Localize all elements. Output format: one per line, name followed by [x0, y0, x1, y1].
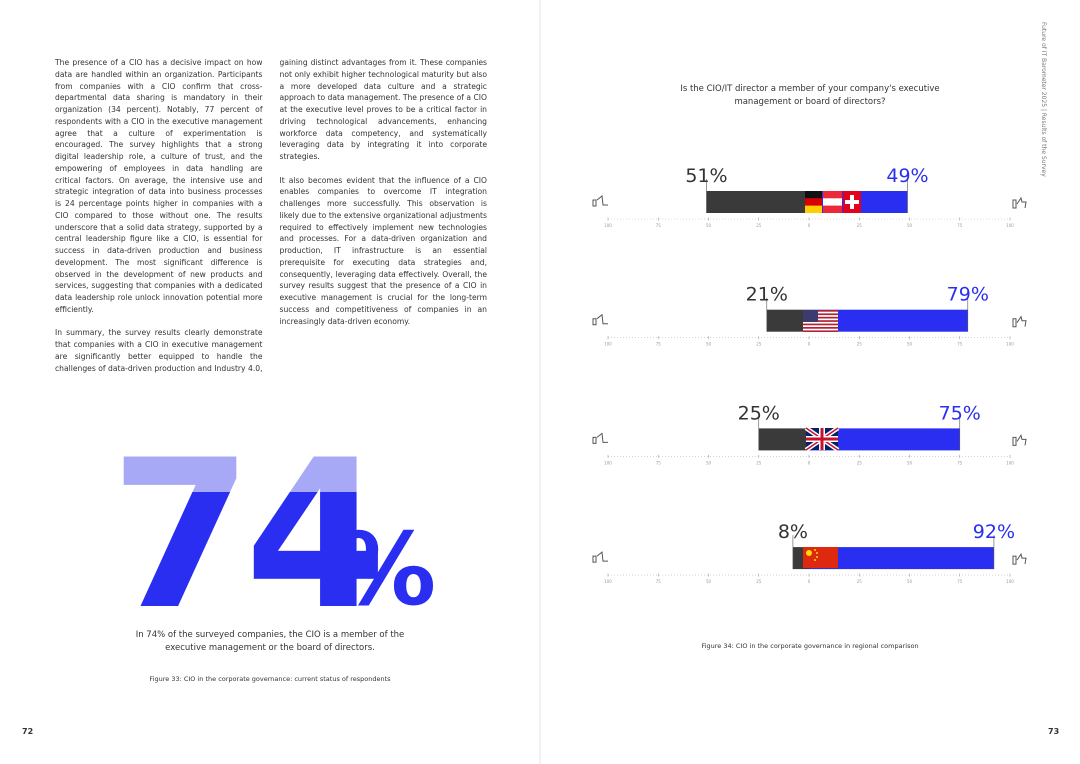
page-number: 72 — [22, 727, 34, 736]
yes-icon — [1012, 315, 1027, 328]
paragraph: In summary, the survey results clearly d… — [55, 58, 487, 373]
flag-uk — [804, 426, 840, 452]
no-icon — [592, 551, 608, 563]
tick-label: 50 — [907, 342, 913, 347]
tick-label: 100 — [604, 342, 612, 347]
value-label: 21% — [746, 284, 788, 306]
value-label: 49% — [886, 165, 928, 187]
no-icon — [592, 432, 608, 444]
flags — [803, 191, 861, 568]
tick-label: 100 — [604, 460, 612, 465]
caption: In 74% of the surveyed companies, the CI… — [135, 630, 405, 653]
tick-label: 25 — [857, 579, 863, 584]
figure-caption: Figure 33: CIO in the corporate governan… — [149, 675, 391, 683]
yes-icon — [1012, 196, 1027, 209]
big-unit: % — [336, 511, 436, 628]
tick-label: 50 — [907, 223, 913, 228]
value-label: 92% — [973, 521, 1015, 543]
flag-ch — [843, 191, 861, 213]
tick-label: 50 — [907, 460, 913, 465]
tick-label: 100 — [604, 223, 612, 228]
page-number: 73 — [1048, 727, 1060, 736]
tick-label: 25 — [857, 223, 863, 228]
tick-label: 100 — [1006, 460, 1014, 465]
flag-de — [805, 191, 822, 213]
tick-label: 75 — [957, 342, 963, 347]
flag-us — [803, 310, 838, 332]
flag-cn — [803, 547, 838, 568]
value-label: 25% — [738, 402, 780, 424]
running-head: Future of IT Barometer 2025 | Results of… — [1040, 22, 1047, 177]
yes-icon — [1012, 434, 1027, 446]
tick-label: 25 — [756, 223, 762, 228]
bar — [809, 428, 960, 451]
paragraph: It also becomes evident that the influen… — [279, 175, 488, 326]
tick-label: 0 — [808, 579, 811, 584]
figure-caption: Figure 34: CIO in the corporate governan… — [701, 642, 919, 650]
tick-label: 50 — [907, 579, 913, 584]
tick-label: 50 — [706, 579, 712, 584]
icons — [592, 195, 1027, 565]
big-figure: 74 — [110, 417, 379, 655]
value-label: 79% — [947, 284, 989, 306]
bar — [706, 191, 809, 213]
tick-label: 100 — [604, 579, 612, 584]
chart-title: Is the CIO/IT director a member of your … — [680, 84, 940, 107]
tick-label: 50 — [706, 460, 712, 465]
tick-label: 25 — [857, 460, 863, 465]
body-text: The presence of a CIO has a decisive imp… — [55, 57, 487, 379]
tick-label: 75 — [656, 579, 662, 584]
bar — [809, 309, 968, 332]
tick-label: 75 — [656, 342, 662, 347]
tick-label: 25 — [756, 342, 762, 347]
tick-label: 0 — [808, 460, 811, 465]
tick-label: 0 — [808, 223, 811, 228]
tick-label: 75 — [656, 223, 662, 228]
no-icon — [592, 195, 608, 207]
bar — [766, 309, 809, 332]
tick-label: 75 — [957, 460, 963, 465]
no-icon — [592, 313, 608, 326]
tick-label: 100 — [1006, 579, 1014, 584]
tick-label: 50 — [706, 342, 712, 347]
tick-label: 25 — [857, 342, 863, 347]
tick-label: 75 — [957, 223, 963, 228]
big-figure: 74 — [110, 417, 379, 655]
tick-label: 25 — [756, 579, 762, 584]
tick-label: 50 — [706, 223, 712, 228]
tick-label: 0 — [808, 342, 811, 347]
tick-label: 100 — [1006, 223, 1014, 228]
bar — [758, 428, 809, 451]
tick-label: 75 — [656, 460, 662, 465]
bar — [809, 547, 994, 570]
yes-icon — [1012, 552, 1027, 565]
tick-label: 75 — [957, 579, 963, 584]
tick-label: 100 — [1006, 342, 1014, 347]
paragraph: The presence of a CIO has a decisive imp… — [55, 58, 263, 314]
value-label: 8% — [778, 521, 808, 543]
tick-label: 25 — [756, 460, 762, 465]
value-label: 51% — [685, 165, 727, 187]
chart: 100 75 50 25 0 25 50 75 100 51% 49% 100 75 50 25 0 25 50 7… — [604, 165, 1015, 584]
flag-at — [823, 191, 842, 213]
value-label: 75% — [939, 402, 981, 424]
